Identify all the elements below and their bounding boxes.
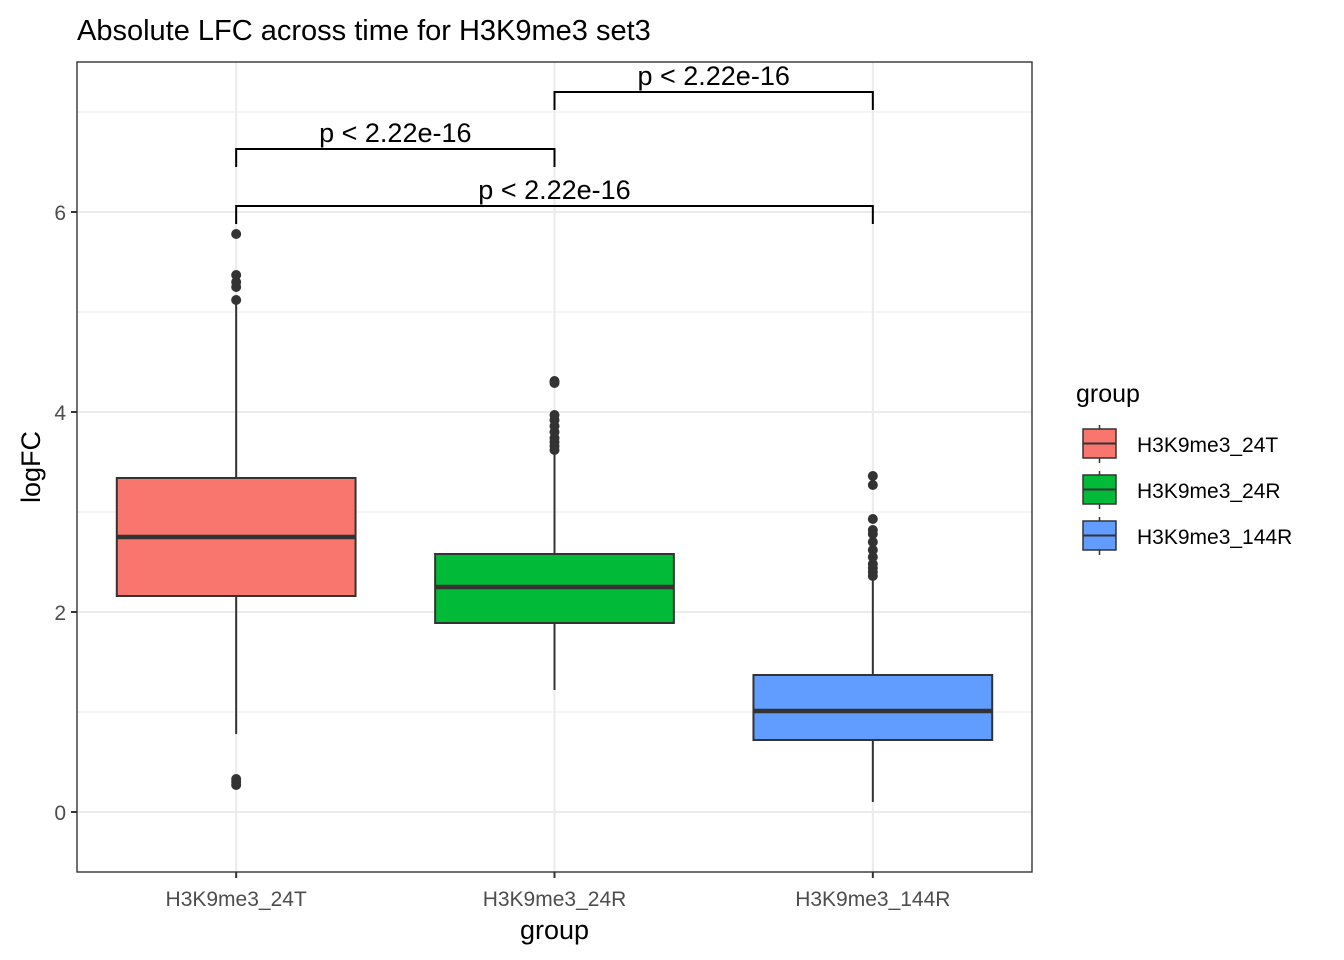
- outlier-point: [231, 774, 242, 784]
- outlier-point: [867, 537, 878, 547]
- box-iqr: [752, 674, 994, 741]
- legend-label: H3K9me3_144R: [1137, 526, 1292, 549]
- x-axis: H3K9me3_24T H3K9me3_24R H3K9me3_144R: [166, 872, 950, 911]
- box-H3K9me3_144R: [752, 471, 994, 802]
- bracket-line: [235, 148, 556, 167]
- x-tick-label: H3K9me3_24T: [166, 888, 307, 911]
- chart-title: Absolute LFC across time for H3K9me3 set…: [77, 15, 651, 47]
- y-axis-title: logFC: [16, 431, 46, 503]
- outlier-point: [231, 295, 242, 305]
- outlier-point: [549, 410, 560, 420]
- comparison-bracket: p < 2.22e-16: [235, 175, 874, 224]
- y-tick-label: 2: [54, 602, 66, 625]
- outlier-point: [867, 525, 878, 535]
- p-value-label: p < 2.22e-16: [319, 118, 471, 148]
- comparison-bracket: p < 2.22e-16: [235, 118, 556, 167]
- outlier-point: [231, 277, 242, 287]
- x-tick-label: H3K9me3_24R: [483, 888, 627, 911]
- outlier-point: [867, 514, 878, 524]
- p-value-label: p < 2.22e-16: [637, 61, 789, 91]
- outlier-point: [231, 270, 242, 280]
- significance-brackets: p < 2.22e-16p < 2.22e-16p < 2.22e-16: [235, 61, 874, 224]
- x-tick-label: H3K9me3_144R: [795, 888, 950, 911]
- bracket-line: [553, 91, 874, 110]
- legend-entry: H3K9me3_24T: [1082, 425, 1278, 463]
- boxes: [115, 229, 994, 802]
- outlier-point: [549, 376, 560, 386]
- legend: group H3K9me3_24T H3K9me3_24R H3K9me3_144R: [1076, 380, 1292, 555]
- legend-title: group: [1076, 380, 1140, 408]
- x-axis-title: group: [520, 915, 589, 945]
- legend-label: H3K9me3_24R: [1137, 480, 1281, 503]
- box-H3K9me3_24R: [434, 376, 675, 690]
- y-axis: 0 2 4 6: [54, 202, 77, 825]
- p-value-label: p < 2.22e-16: [478, 175, 630, 205]
- outlier-point: [231, 229, 242, 239]
- legend-entry: H3K9me3_144R: [1082, 517, 1292, 555]
- box-H3K9me3_24T: [115, 229, 357, 790]
- legend-entry: H3K9me3_24R: [1082, 471, 1281, 509]
- outlier-point: [867, 480, 878, 490]
- comparison-bracket: p < 2.22e-16: [553, 61, 874, 110]
- outlier-point: [867, 552, 878, 562]
- outlier-point: [867, 559, 878, 569]
- y-tick-label: 0: [54, 802, 66, 825]
- bracket-line: [235, 205, 874, 224]
- y-tick-label: 6: [54, 202, 66, 225]
- y-tick-label: 4: [54, 402, 66, 425]
- outlier-point: [867, 471, 878, 481]
- legend-label: H3K9me3_24T: [1137, 434, 1278, 457]
- outlier-point: [867, 545, 878, 555]
